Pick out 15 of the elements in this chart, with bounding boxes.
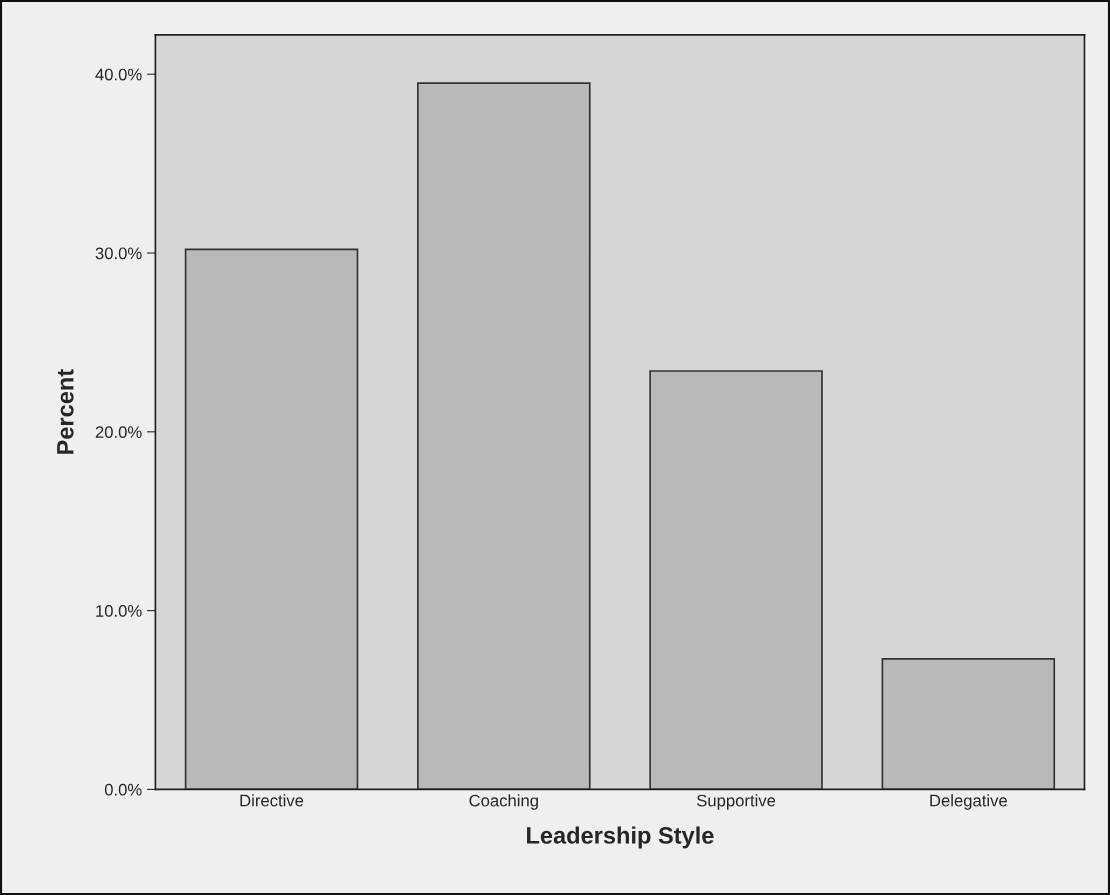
bar bbox=[184, 248, 359, 790]
bar bbox=[649, 370, 823, 790]
x-tick-label: Coaching bbox=[469, 794, 538, 810]
x-tick-label: Delegative bbox=[930, 794, 1007, 810]
y-tick-label: 0.0% bbox=[104, 783, 142, 796]
y-axis-title: Percent bbox=[57, 369, 74, 454]
x-axis-title: Leadership Style bbox=[527, 826, 714, 849]
bar bbox=[881, 658, 1056, 790]
y-tick-label: 10.0% bbox=[96, 605, 142, 617]
y-tick-label: 30.0% bbox=[95, 247, 142, 260]
bar bbox=[417, 82, 591, 790]
x-tick-label: Supportive bbox=[696, 794, 776, 810]
y-tick-label: 40.0% bbox=[95, 68, 142, 81]
x-tick-label: Directive bbox=[240, 794, 304, 807]
y-tick-label: 20.0% bbox=[95, 426, 142, 439]
